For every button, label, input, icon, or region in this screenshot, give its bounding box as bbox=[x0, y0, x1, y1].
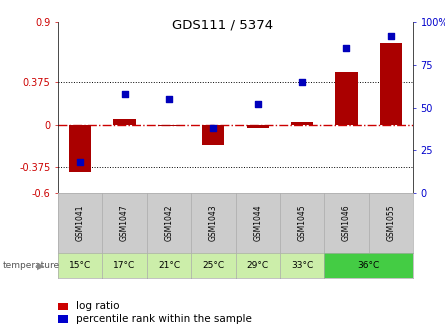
Text: 33°C: 33°C bbox=[291, 261, 313, 270]
Text: 36°C: 36°C bbox=[357, 261, 380, 270]
Text: GSM1047: GSM1047 bbox=[120, 205, 129, 241]
Bar bbox=[336, 72, 357, 125]
Point bbox=[299, 79, 306, 85]
Text: GSM1055: GSM1055 bbox=[386, 205, 395, 241]
Bar bbox=[202, 125, 224, 145]
Text: GSM1041: GSM1041 bbox=[76, 205, 85, 241]
Bar bbox=[291, 122, 313, 125]
Text: log ratio: log ratio bbox=[76, 301, 119, 311]
Bar bbox=[158, 125, 180, 126]
Text: GDS111 / 5374: GDS111 / 5374 bbox=[172, 18, 273, 32]
Bar bbox=[380, 43, 402, 125]
Text: percentile rank within the sample: percentile rank within the sample bbox=[76, 313, 252, 324]
Point bbox=[343, 45, 350, 50]
Text: 25°C: 25°C bbox=[202, 261, 224, 270]
Text: GSM1045: GSM1045 bbox=[298, 205, 307, 241]
Text: GSM1046: GSM1046 bbox=[342, 205, 351, 241]
Bar bbox=[247, 125, 269, 128]
Text: 21°C: 21°C bbox=[158, 261, 180, 270]
Bar bbox=[69, 125, 91, 172]
Point bbox=[210, 125, 217, 131]
Text: ▶: ▶ bbox=[36, 260, 44, 270]
Text: 29°C: 29°C bbox=[247, 261, 269, 270]
Point bbox=[387, 33, 394, 38]
Point bbox=[77, 160, 84, 165]
Bar bbox=[113, 119, 136, 125]
Text: temperature: temperature bbox=[2, 261, 59, 270]
Point bbox=[166, 96, 173, 101]
Text: GSM1044: GSM1044 bbox=[253, 205, 262, 241]
Text: GSM1042: GSM1042 bbox=[165, 205, 174, 241]
Point bbox=[121, 91, 128, 96]
Point bbox=[254, 101, 261, 107]
Text: GSM1043: GSM1043 bbox=[209, 205, 218, 241]
Text: 17°C: 17°C bbox=[113, 261, 136, 270]
Text: 15°C: 15°C bbox=[69, 261, 91, 270]
